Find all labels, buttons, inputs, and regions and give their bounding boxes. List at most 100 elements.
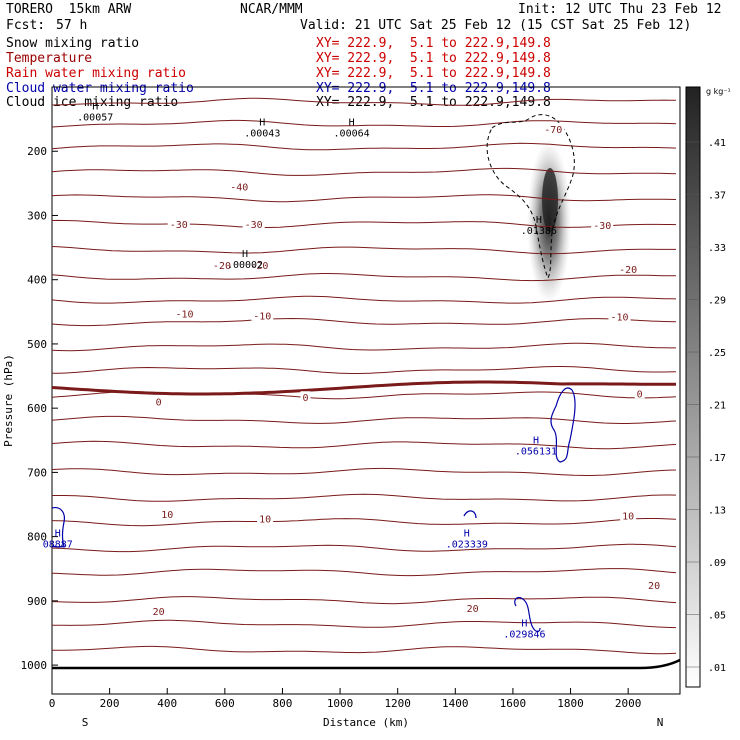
isotherm-label-bg — [248, 258, 271, 270]
axes: 0 200 400 600 800 1000 1200 1400 1600 1800 2000200… — [2, 145, 663, 729]
y-tick-label: 900 — [27, 595, 47, 608]
isotherm-label-bg — [228, 180, 251, 192]
isotherm-zero-line — [51, 380, 676, 396]
isotherm-label-bg — [159, 508, 176, 520]
snow-core-center — [542, 168, 558, 232]
colorbar-ticks: .41 .37 .33 .29 .25 .21 .17 .13 .09 .05 .01 — [686, 138, 726, 674]
field-temperature-xy: XY= 222.9, 5.1 to 222.9,149.8 — [316, 51, 551, 66]
field-cloudice-name: Cloud ice mixing ratio — [6, 95, 179, 110]
isotherm-label-bg — [300, 391, 311, 403]
y-tick-label: 400 — [27, 274, 47, 287]
isotherm-line — [51, 440, 677, 450]
isotherm-line — [51, 415, 677, 424]
max-value-label: .01386 — [521, 226, 557, 237]
isotherm-label: 20 — [648, 581, 660, 592]
y-tick-label: 600 — [27, 402, 47, 415]
max-h-marker: H — [242, 249, 248, 260]
field-rain-xy: XY= 222.9, 5.1 to 222.9,149.8 — [316, 66, 551, 81]
isotherm-line — [51, 142, 677, 151]
isotherm-label-bg — [251, 309, 274, 321]
isotherm-label-bg — [542, 122, 565, 134]
max-value-label: .00057 — [77, 112, 113, 123]
isotherm-label: 10 — [161, 510, 173, 521]
isotherm-line — [52, 366, 677, 374]
max-h-marker: H — [55, 529, 61, 540]
colorbar-units: g kg⁻¹ — [706, 87, 731, 96]
colorbar-tick-label: .01 — [708, 663, 726, 674]
isotherm-label: -30 — [593, 221, 611, 232]
max-value-label: .029846 — [503, 630, 545, 641]
isotherm-line — [51, 543, 677, 553]
max-h-marker: H — [521, 619, 527, 630]
isotherm-label-bg — [591, 219, 614, 231]
isotherm-label: -20 — [250, 261, 268, 272]
max-h-marker: H — [349, 118, 355, 129]
isotherm-label: 10 — [259, 515, 271, 526]
isotherm-label: 0 — [637, 389, 643, 400]
max-value-label: .00002 — [227, 260, 263, 271]
isotherm-line — [51, 219, 677, 228]
isotherm-label: -40 — [230, 183, 248, 194]
isotherm-label-bg — [167, 217, 190, 229]
isotherm-label: -30 — [170, 220, 188, 231]
y-tick-label: 300 — [27, 209, 47, 222]
field-rain-name: Rain water mixing ratio — [6, 66, 187, 81]
isotherm-line — [51, 568, 677, 577]
isotherm-label: -10 — [610, 312, 628, 323]
isotherm-label-bg — [646, 578, 663, 590]
x-tick-label: 1000 — [327, 697, 354, 710]
isotherm-label: 0 — [302, 393, 308, 404]
isotherm-line — [51, 467, 677, 476]
x-tick-label: 400 — [157, 697, 177, 710]
colorbar-tick-label: .37 — [708, 191, 726, 202]
x-tick-label: 1200 — [384, 697, 411, 710]
isotherm-label-bg — [608, 310, 631, 322]
cloud-water-contours — [51, 387, 576, 633]
y-axis-label: Pressure (hPa) — [2, 354, 15, 447]
x-tick-label: 800 — [273, 697, 293, 710]
isotherm-line — [51, 596, 677, 605]
max-h-marker: H — [464, 529, 470, 540]
isotherm-line — [51, 342, 676, 352]
cloud-ice-contour — [486, 114, 575, 280]
isotherm-label: 20 — [467, 604, 479, 615]
ground-line — [52, 658, 681, 670]
plot-frame — [51, 86, 681, 695]
x-tick-label: 1600 — [500, 697, 527, 710]
max-value-label: 08887 — [43, 540, 73, 551]
colorbar-tick-label: .21 — [708, 401, 726, 412]
y-tick-label: 500 — [27, 338, 47, 351]
isotherm-label: -70 — [544, 125, 562, 136]
x-tick-label: 200 — [100, 697, 120, 710]
x-tick-label: 0 — [49, 697, 56, 710]
isotherm-label: -20 — [213, 261, 231, 272]
x-axis-label: Distance (km) — [323, 716, 409, 729]
isotherm-label-bg — [617, 262, 640, 274]
isotherm-line — [51, 194, 677, 203]
isotherm-label: -30 — [245, 220, 263, 231]
isotherm-line — [51, 317, 677, 327]
y-tick-label: 1000 — [21, 659, 48, 672]
isotherm-label: -10 — [175, 310, 193, 321]
north-label: N — [657, 716, 664, 729]
max-value-label: .023339 — [446, 540, 488, 551]
colorbar-tick-label: .41 — [708, 138, 726, 149]
field-temperature-name: Temperature — [6, 51, 93, 66]
isotherm-line — [51, 619, 677, 629]
colorbar-tick-label: .25 — [708, 348, 726, 359]
isotherm-lines — [51, 97, 677, 655]
isotherm-label: -20 — [619, 265, 637, 276]
isotherm-line — [52, 645, 677, 655]
x-tick-label: 1400 — [442, 697, 469, 710]
isotherm-line — [51, 97, 676, 106]
colorbar-tick-label: .17 — [708, 453, 726, 464]
isotherm-label: 0 — [156, 398, 162, 409]
colorbar-tick-label: .05 — [708, 611, 726, 622]
y-tick-label: 200 — [27, 145, 47, 158]
isotherm-label-bg — [242, 217, 265, 229]
isotherm-label: -10 — [253, 312, 271, 323]
isotherm-label-bg — [153, 395, 164, 407]
y-tick-label: 800 — [27, 531, 47, 544]
valid-time: Valid: 21 UTC Sat 25 Feb 12 (15 CST Sat … — [300, 18, 692, 33]
